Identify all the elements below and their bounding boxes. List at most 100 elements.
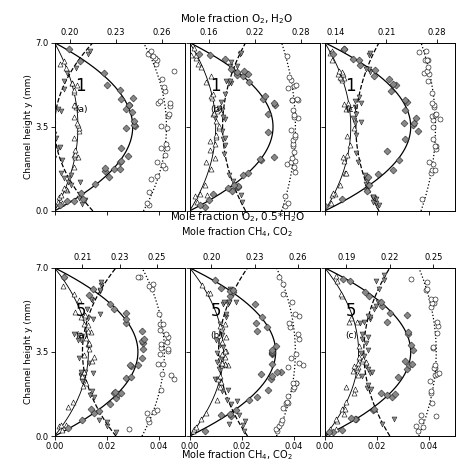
Text: (c): (c) bbox=[346, 106, 357, 114]
Point bbox=[231, 70, 239, 77]
Point bbox=[106, 400, 114, 407]
Point bbox=[236, 50, 243, 57]
Point bbox=[328, 191, 336, 199]
Point bbox=[294, 330, 302, 338]
Point bbox=[226, 63, 234, 70]
Point bbox=[208, 165, 215, 173]
Point bbox=[170, 375, 178, 383]
Point bbox=[366, 313, 374, 321]
Point bbox=[401, 107, 409, 114]
Point bbox=[357, 99, 365, 107]
Point bbox=[403, 365, 410, 373]
Point bbox=[89, 285, 97, 292]
Point bbox=[383, 319, 391, 326]
Point bbox=[338, 68, 346, 76]
Point bbox=[284, 364, 292, 371]
Point bbox=[386, 309, 393, 317]
Point bbox=[56, 61, 64, 68]
Point bbox=[125, 102, 133, 109]
Point bbox=[217, 359, 225, 366]
Point bbox=[164, 347, 172, 355]
Point bbox=[70, 113, 78, 121]
Point bbox=[233, 68, 241, 75]
Point bbox=[238, 199, 246, 206]
Point bbox=[64, 197, 71, 205]
Point bbox=[82, 368, 89, 376]
Point bbox=[105, 173, 113, 181]
Point bbox=[217, 284, 225, 292]
Point bbox=[157, 386, 164, 394]
Point bbox=[154, 360, 162, 368]
Point bbox=[141, 335, 148, 343]
Point bbox=[278, 368, 285, 375]
Point bbox=[407, 275, 415, 283]
Point bbox=[228, 400, 235, 408]
Point bbox=[84, 314, 92, 322]
Point bbox=[81, 313, 88, 321]
Point bbox=[217, 354, 224, 361]
Point bbox=[130, 117, 137, 125]
Point bbox=[166, 100, 173, 107]
Point bbox=[295, 312, 302, 320]
Point bbox=[231, 181, 238, 189]
Point bbox=[344, 100, 352, 108]
Point bbox=[191, 44, 198, 52]
Point bbox=[239, 171, 246, 179]
Point bbox=[96, 286, 103, 294]
Point bbox=[79, 377, 86, 384]
Point bbox=[237, 191, 245, 199]
Point bbox=[110, 165, 118, 173]
Point bbox=[432, 145, 440, 153]
Point bbox=[383, 147, 391, 155]
Point bbox=[290, 148, 298, 155]
Point bbox=[160, 360, 167, 368]
Point bbox=[433, 370, 440, 377]
Point bbox=[156, 98, 164, 105]
Point bbox=[223, 396, 231, 403]
Point bbox=[390, 80, 397, 87]
Point bbox=[300, 361, 307, 369]
Point bbox=[144, 50, 151, 57]
Point bbox=[222, 141, 229, 149]
Point bbox=[431, 142, 439, 150]
Point bbox=[70, 89, 77, 96]
Point bbox=[190, 425, 198, 432]
Point bbox=[203, 78, 210, 86]
Point bbox=[373, 202, 381, 210]
Point bbox=[352, 118, 359, 126]
Point bbox=[134, 361, 142, 369]
Point bbox=[349, 367, 357, 375]
Point bbox=[277, 419, 284, 427]
Point bbox=[221, 134, 228, 142]
Point bbox=[124, 152, 131, 159]
Point bbox=[54, 145, 62, 152]
Point bbox=[220, 298, 228, 306]
Point bbox=[236, 411, 243, 419]
Point bbox=[427, 169, 435, 177]
Point bbox=[163, 140, 170, 148]
Point bbox=[44, 119, 52, 127]
Point bbox=[222, 347, 229, 355]
Point bbox=[356, 319, 364, 327]
Point bbox=[326, 425, 334, 433]
Point bbox=[220, 301, 228, 308]
Point bbox=[215, 122, 222, 130]
Point bbox=[85, 346, 93, 353]
Y-axis label: Channel height y (mm): Channel height y (mm) bbox=[24, 300, 33, 404]
Point bbox=[203, 191, 210, 199]
Point bbox=[328, 47, 336, 55]
Point bbox=[63, 185, 70, 192]
Text: 5: 5 bbox=[75, 302, 86, 320]
Point bbox=[116, 159, 123, 166]
Point bbox=[75, 296, 83, 304]
Point bbox=[153, 158, 161, 166]
Point bbox=[290, 111, 298, 119]
Point bbox=[365, 51, 373, 59]
Point bbox=[206, 137, 214, 145]
Point bbox=[346, 141, 354, 149]
Point bbox=[341, 405, 348, 412]
Point bbox=[377, 298, 385, 306]
Point bbox=[239, 421, 246, 429]
Point bbox=[340, 410, 348, 418]
Point bbox=[362, 358, 369, 365]
